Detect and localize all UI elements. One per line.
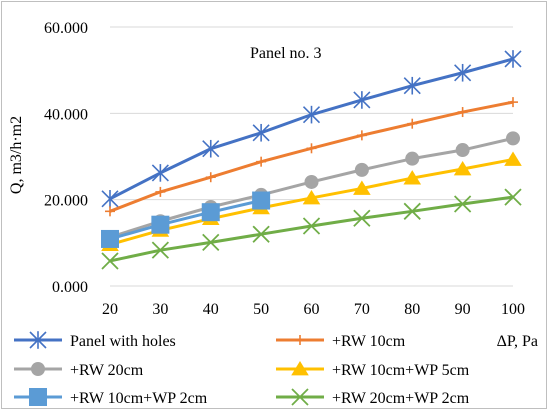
data-point bbox=[252, 225, 270, 243]
series-5 bbox=[101, 191, 271, 248]
legend-label: +RW 20cm bbox=[70, 362, 144, 379]
data-point bbox=[403, 202, 421, 220]
x-tick-label: 100 bbox=[501, 301, 525, 318]
x-tick-labels: 20 30 40 50 60 70 80 90 100 bbox=[102, 301, 525, 318]
data-point bbox=[403, 76, 421, 95]
data-point bbox=[504, 151, 522, 166]
data-point bbox=[31, 362, 45, 376]
x-tick-label: 20 bbox=[102, 301, 118, 318]
data-point bbox=[295, 335, 305, 345]
data-point bbox=[252, 191, 271, 210]
y-axis-title: Q, m3/h·m2 bbox=[8, 116, 25, 194]
legend-label: +RW 10cm bbox=[332, 333, 406, 350]
data-point bbox=[405, 151, 420, 166]
x-tick-label: 80 bbox=[404, 301, 420, 318]
data-point bbox=[506, 131, 520, 146]
data-point bbox=[101, 252, 119, 270]
data-point bbox=[302, 217, 321, 235]
data-point bbox=[256, 156, 267, 167]
data-point bbox=[504, 188, 522, 206]
data-point bbox=[356, 130, 367, 141]
legend-label: +RW 20cm+WP 2cm bbox=[332, 390, 470, 407]
data-point bbox=[455, 143, 470, 158]
x-tick-label: 40 bbox=[203, 301, 219, 318]
data-point bbox=[508, 97, 518, 108]
x-tick-label: 90 bbox=[455, 301, 471, 318]
x-tick-label: 60 bbox=[304, 301, 320, 318]
data-point bbox=[453, 195, 472, 213]
y-tick-labels: 0.000 20.000 40.000 60.000 bbox=[44, 20, 88, 296]
legend-item: +RW 10cm bbox=[276, 333, 406, 350]
data-point bbox=[105, 206, 115, 217]
series-layer bbox=[101, 50, 522, 270]
data-point bbox=[151, 241, 170, 259]
legend-label: Panel with holes bbox=[70, 333, 176, 350]
legend-label: +RW 10cm+WP 5cm bbox=[332, 362, 470, 379]
y-tick-label: 20.000 bbox=[44, 193, 88, 210]
y-tick-label: 40.000 bbox=[44, 106, 88, 123]
legend-label: +RW 10cm+WP 2cm bbox=[70, 390, 208, 407]
data-point bbox=[155, 186, 166, 197]
data-point bbox=[302, 105, 321, 124]
data-point bbox=[101, 190, 119, 208]
data-point bbox=[504, 50, 522, 68]
data-point bbox=[29, 388, 47, 406]
data-point bbox=[29, 331, 47, 349]
data-point bbox=[151, 215, 170, 234]
data-point bbox=[306, 143, 317, 154]
y-tick-label: 60.000 bbox=[44, 20, 88, 37]
data-point bbox=[252, 123, 270, 142]
legend-item: +RW 20cm+WP 2cm bbox=[276, 388, 470, 407]
series-6 bbox=[101, 188, 522, 270]
legend-item: +RW 10cm+WP 5cm bbox=[276, 361, 470, 379]
data-point bbox=[457, 107, 468, 118]
data-point bbox=[353, 180, 371, 195]
data-point bbox=[353, 209, 371, 227]
data-point bbox=[202, 233, 220, 252]
data-point bbox=[304, 174, 319, 189]
legend-item: Panel with holes bbox=[14, 331, 176, 350]
data-point bbox=[453, 161, 472, 176]
legend-item: +RW 10cm+WP 2cm bbox=[14, 388, 208, 407]
data-point bbox=[302, 189, 321, 205]
data-point bbox=[354, 162, 369, 177]
data-point bbox=[353, 91, 371, 109]
data-point bbox=[202, 139, 220, 158]
legend: Panel with holes +RW 10cm +RW 20cm +RW 10cm… bbox=[14, 331, 470, 407]
data-point bbox=[201, 203, 220, 222]
x-axis-title: ΔP, Pa bbox=[497, 333, 538, 350]
data-point bbox=[403, 170, 422, 185]
x-tick-label: 70 bbox=[354, 301, 370, 318]
data-point bbox=[291, 388, 309, 406]
y-tick-label: 0.000 bbox=[52, 279, 88, 296]
series-line bbox=[109, 199, 262, 241]
x-tick-label: 50 bbox=[253, 301, 269, 318]
chart-annotation: Panel no. 3 bbox=[250, 45, 322, 62]
x-tick-label: 30 bbox=[152, 301, 168, 318]
legend-item: +RW 20cm bbox=[14, 362, 144, 379]
data-point bbox=[407, 118, 418, 129]
data-point bbox=[291, 361, 309, 376]
data-point bbox=[454, 63, 472, 82]
data-point bbox=[101, 229, 119, 248]
data-point bbox=[205, 172, 216, 183]
series-1 bbox=[101, 50, 522, 208]
data-point bbox=[151, 164, 169, 182]
series-2 bbox=[105, 97, 518, 217]
